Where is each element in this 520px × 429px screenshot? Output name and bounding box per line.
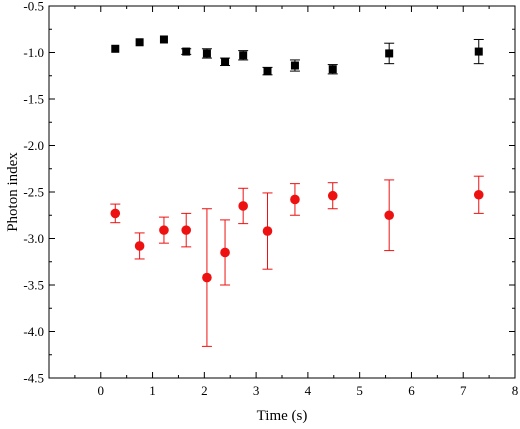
data-point-circle [473,189,484,200]
data-point-circle [202,272,212,283]
data-point-circle [134,241,145,251]
data-point-circle [238,201,248,211]
y-axis-label: Photon index [5,152,21,232]
x-tick-label: 8 [512,383,519,398]
data-point-circle [110,208,121,219]
data-point-square [290,61,299,70]
x-tick-label: 0 [98,383,105,398]
data-point-square [159,35,168,44]
y-tick-label: -2.5 [23,185,44,200]
plot-frame [48,5,516,379]
series-2 [110,175,484,347]
x-tick-label: 1 [149,383,156,398]
x-tick-labels: 0 1 2 3 4 5 6 7 8 [98,383,519,398]
x-tick-label: 2 [201,383,208,398]
y-tick-label: -0.5 [23,0,44,14]
data-point-circle [220,247,230,258]
axis-ticks [49,5,516,379]
data-point-square [111,44,120,53]
data-point-circle [159,225,169,235]
data-point-square [202,49,211,58]
data-point-square [328,65,337,74]
y-tick-label: -3.5 [23,278,44,293]
y-tick-label: -4.0 [23,324,44,339]
data-point-square [135,38,144,47]
x-tick-label: 5 [356,383,363,398]
x-tick-label: 7 [460,383,467,398]
x-tick-label: 4 [305,383,312,398]
data-point-circle [181,225,192,235]
y-tick-label: -1.5 [23,92,44,107]
data-point-circle [327,190,338,201]
data-point-square [182,47,191,56]
data-point-square [474,47,483,56]
data-point-circle [290,194,300,205]
y-tick-label: -1.0 [23,45,44,60]
x-tick-label: 6 [408,383,415,398]
data-point-square [239,51,248,60]
data-point-circle [384,210,394,221]
data-points [110,35,484,347]
y-tick-label: -4.5 [23,371,44,386]
y-tick-label: -2.0 [23,138,44,153]
x-tick-label: 3 [253,383,260,398]
y-tick-labels: -0.5 -1.0 -1.5 -2.0 -2.5 -3.0 -3.5 -4.0 -4.5 [23,0,44,386]
y-tick-label: -3.0 [23,231,44,246]
data-point-square [385,49,394,58]
data-point-circle [262,226,273,236]
x-axis-label: Time (s) [257,408,308,424]
series-1 [111,35,484,76]
data-point-square [221,57,230,66]
data-point-square [263,67,272,76]
